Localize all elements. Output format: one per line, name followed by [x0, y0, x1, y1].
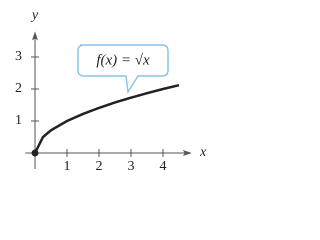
chart: x y f(x) = √x 1 2 3 4 1 2 3: [15, 8, 207, 174]
curve: [33, 83, 180, 154]
x-tick-label: 1: [64, 159, 71, 174]
y-axis-label: y: [30, 8, 39, 23]
annotation-box: [77, 44, 169, 95]
x-tick-label: 3: [128, 159, 135, 174]
x-axis-label: x: [199, 145, 207, 160]
x-axis-arrow: [182, 150, 192, 156]
start-point: [31, 149, 39, 157]
y-axis-arrow: [32, 31, 38, 41]
y-tick-label: 2: [15, 81, 22, 96]
y-tick-label: 1: [15, 113, 22, 128]
x-tick-label: 4: [160, 159, 167, 174]
annotation: f(x) = √x: [96, 52, 150, 68]
y-tick-label: 3: [15, 49, 22, 64]
x-tick-label: 2: [96, 159, 103, 174]
